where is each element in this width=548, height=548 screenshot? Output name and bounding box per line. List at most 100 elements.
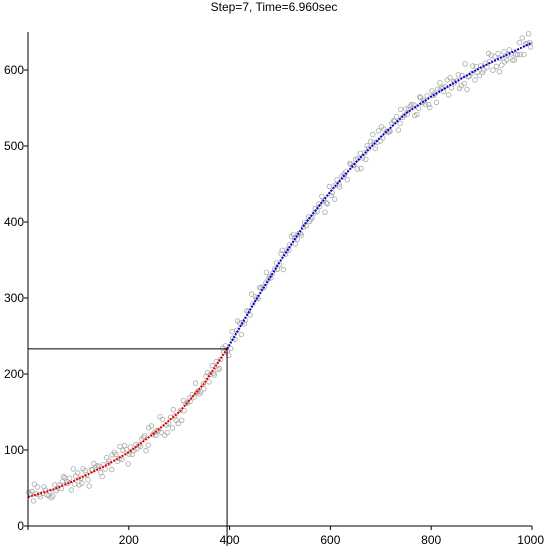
- scatter-points: [26, 31, 534, 504]
- data-point: [302, 219, 308, 225]
- data-point: [99, 473, 105, 480]
- data-point: [86, 483, 92, 489]
- data-point: [76, 482, 82, 488]
- data-point: [380, 135, 386, 141]
- data-point: [204, 370, 211, 376]
- data-point: [280, 266, 286, 273]
- data-point: [222, 343, 229, 349]
- data-point: [440, 88, 447, 95]
- data-point: [169, 425, 176, 431]
- fit-curve-right: [226, 41, 533, 350]
- data-point: [307, 216, 314, 222]
- data-point: [504, 57, 510, 63]
- data-point: [387, 128, 393, 134]
- data-point: [79, 480, 85, 486]
- data-point: [209, 362, 215, 369]
- data-point: [359, 155, 366, 161]
- data-point: [95, 463, 102, 469]
- data-point: [514, 52, 521, 58]
- data-point: [426, 101, 432, 108]
- data-point: [490, 67, 496, 73]
- data-point: [148, 423, 155, 429]
- data-point: [269, 270, 276, 276]
- data-point: [407, 103, 413, 109]
- data-point: [372, 145, 378, 152]
- data-point: [117, 443, 123, 450]
- data-point: [113, 451, 119, 458]
- data-point: [504, 52, 511, 58]
- data-point: [511, 57, 517, 63]
- data-point: [493, 63, 500, 70]
- data-point: [424, 93, 430, 99]
- data-point: [74, 470, 81, 476]
- data-point: [328, 192, 334, 199]
- data-point: [322, 209, 328, 215]
- data-point: [336, 181, 342, 188]
- data-point: [506, 47, 512, 53]
- data-point: [94, 463, 100, 469]
- data-point: [292, 241, 298, 247]
- data-point: [108, 466, 115, 473]
- data-point: [414, 111, 420, 118]
- data-point: [66, 475, 73, 481]
- data-point: [501, 49, 507, 55]
- data-point: [225, 352, 232, 358]
- y-tick-label: 200: [4, 367, 24, 381]
- data-point: [31, 481, 38, 487]
- data-point: [367, 138, 374, 145]
- x-tick-label: 600: [320, 533, 340, 547]
- data-point: [403, 106, 409, 112]
- data-point: [70, 466, 76, 472]
- data-point: [455, 72, 461, 78]
- data-point: [470, 63, 476, 69]
- data-point: [446, 92, 452, 98]
- y-tick-label: 500: [4, 139, 24, 153]
- data-point: [461, 80, 467, 87]
- data-point: [127, 444, 134, 450]
- data-point: [371, 139, 377, 146]
- data-point: [92, 464, 99, 470]
- data-point: [326, 183, 333, 190]
- data-point: [234, 327, 240, 333]
- fit-curve-left: [27, 348, 228, 499]
- split-guides: [28, 348, 228, 546]
- data-point: [364, 143, 370, 149]
- data-point: [206, 379, 212, 385]
- data-point: [178, 417, 185, 423]
- data-point: [213, 358, 219, 365]
- chart-title: Step=7, Time=6.960sec: [211, 0, 338, 14]
- data-point: [519, 35, 525, 41]
- ticks: 200 400 600 800 1000 0 100 200 300 400 500 600: [4, 63, 544, 547]
- data-point: [395, 127, 402, 133]
- data-point: [29, 488, 35, 495]
- data-point: [476, 72, 483, 79]
- data-point: [341, 174, 347, 180]
- data-point: [30, 498, 37, 504]
- data-point: [68, 487, 74, 493]
- data-point: [164, 429, 170, 436]
- data-point: [238, 331, 244, 338]
- data-point: [398, 106, 404, 113]
- data-point: [158, 429, 164, 436]
- data-point: [211, 372, 217, 378]
- y-tick-label: 300: [4, 291, 24, 305]
- data-point: [397, 120, 403, 126]
- data-point: [517, 51, 523, 58]
- data-point: [145, 442, 151, 448]
- x-tick-label: 1000: [517, 533, 544, 547]
- data-point: [351, 162, 357, 168]
- data-point: [415, 105, 422, 111]
- data-point: [409, 101, 415, 108]
- data-point: [184, 400, 191, 406]
- data-point: [462, 61, 468, 67]
- data-point: [71, 481, 78, 487]
- data-point: [177, 407, 183, 413]
- data-point: [525, 31, 532, 37]
- data-point: [126, 451, 132, 457]
- data-point: [430, 92, 437, 99]
- data-point: [472, 77, 478, 83]
- data-point: [433, 99, 440, 106]
- data-point: [153, 428, 160, 434]
- data-point: [48, 495, 54, 501]
- data-point: [85, 477, 91, 483]
